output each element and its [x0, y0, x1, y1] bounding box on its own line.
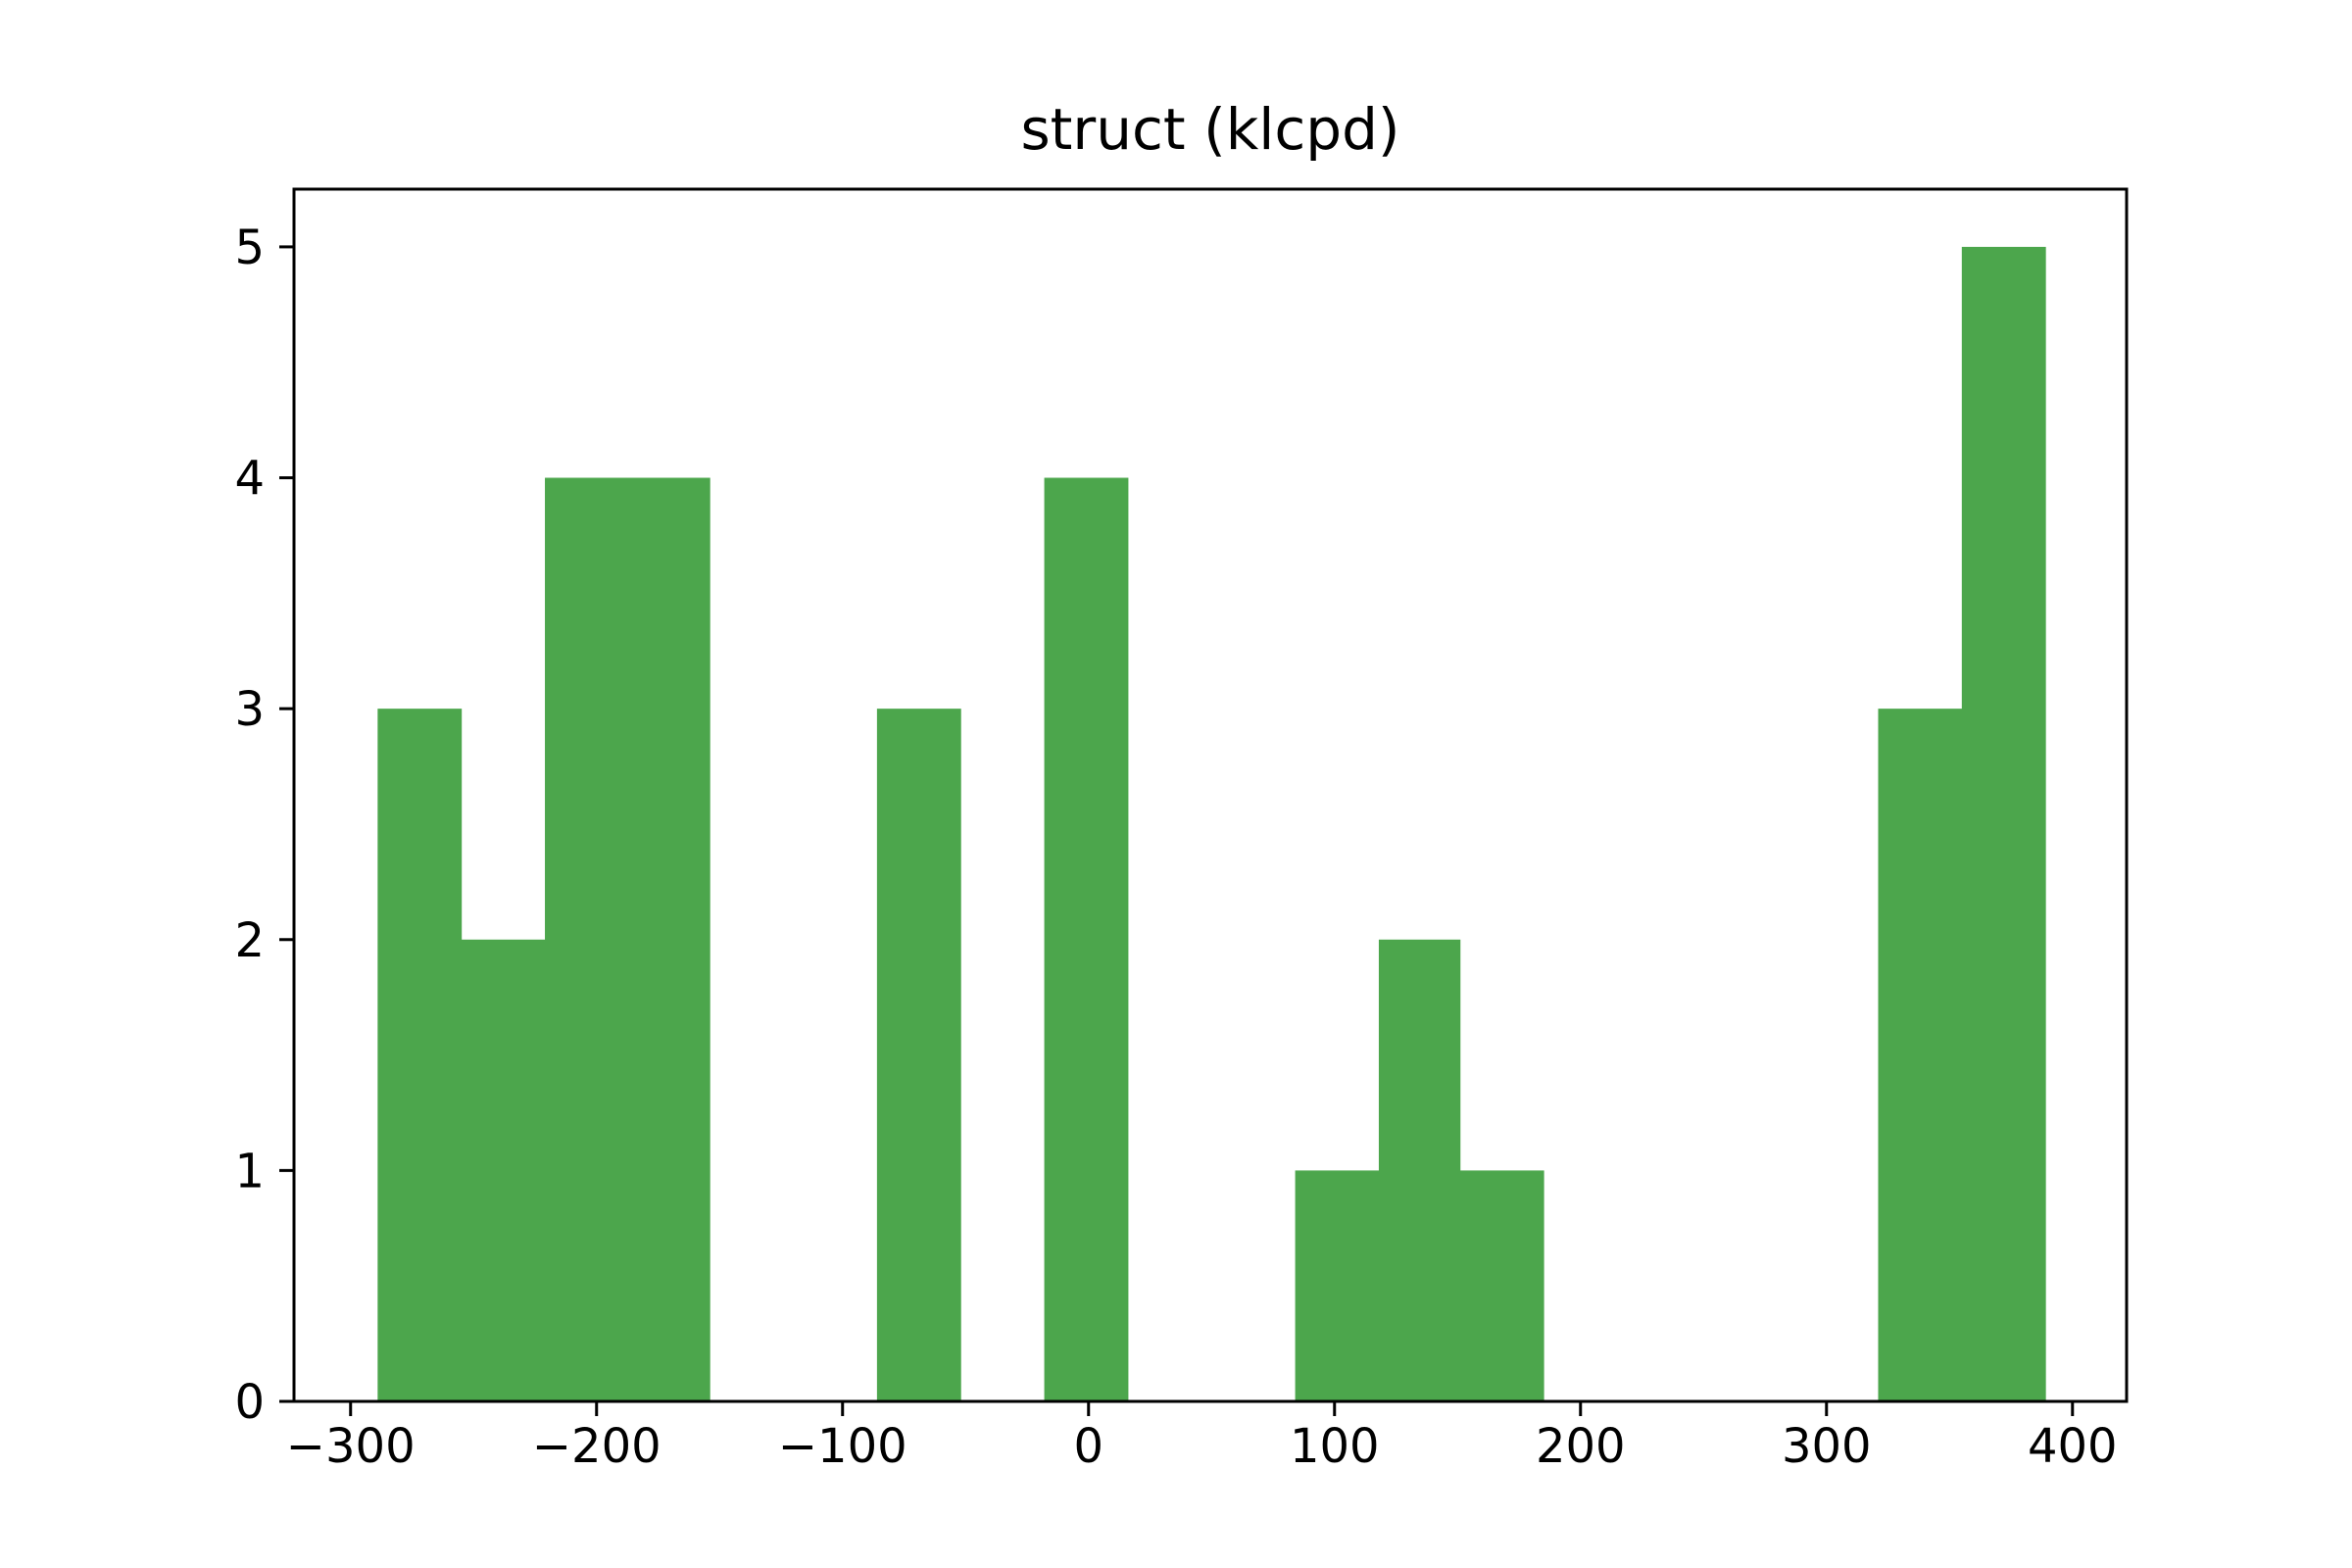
- x-tick-label: −100: [778, 1419, 907, 1474]
- histogram-bar-3: [625, 477, 710, 1401]
- histogram-bar-19: [1961, 246, 2046, 1401]
- x-tick-label: 300: [1782, 1419, 1872, 1474]
- x-axis: −300 −200 −100 0 100 200 300 400: [286, 1401, 2118, 1474]
- y-tick-label: 1: [234, 1144, 265, 1199]
- histogram-bar-13: [1459, 1170, 1544, 1401]
- x-tick-label: 100: [1290, 1419, 1380, 1474]
- histogram-bar-8: [1044, 477, 1129, 1401]
- histogram-bar-6: [876, 709, 961, 1401]
- histogram-bar-12: [1378, 939, 1461, 1401]
- histogram-bar-1: [461, 939, 546, 1401]
- histogram-bar-2: [545, 477, 627, 1401]
- histogram-bar-11: [1295, 1170, 1380, 1401]
- y-tick-label: 4: [234, 452, 265, 507]
- x-tick-label: 400: [2028, 1419, 2118, 1474]
- y-tick-label: 2: [234, 913, 265, 968]
- x-tick-label: −300: [286, 1419, 416, 1474]
- x-tick-label: 0: [1073, 1419, 1103, 1474]
- chart-title: struct (klcpd): [1020, 96, 1400, 163]
- histogram-bar-18: [1878, 709, 1963, 1401]
- x-tick-label: −200: [532, 1419, 662, 1474]
- y-tick-label: 3: [234, 682, 265, 737]
- plot-frame: [292, 187, 2129, 1403]
- y-tick-label: 5: [234, 220, 265, 275]
- histogram-bars: [377, 246, 2046, 1401]
- histogram-bar-0: [377, 709, 463, 1401]
- y-axis: 0 1 2 3 4 5: [234, 220, 294, 1430]
- x-tick-label: 200: [1536, 1419, 1626, 1474]
- y-tick-label: 0: [234, 1375, 265, 1430]
